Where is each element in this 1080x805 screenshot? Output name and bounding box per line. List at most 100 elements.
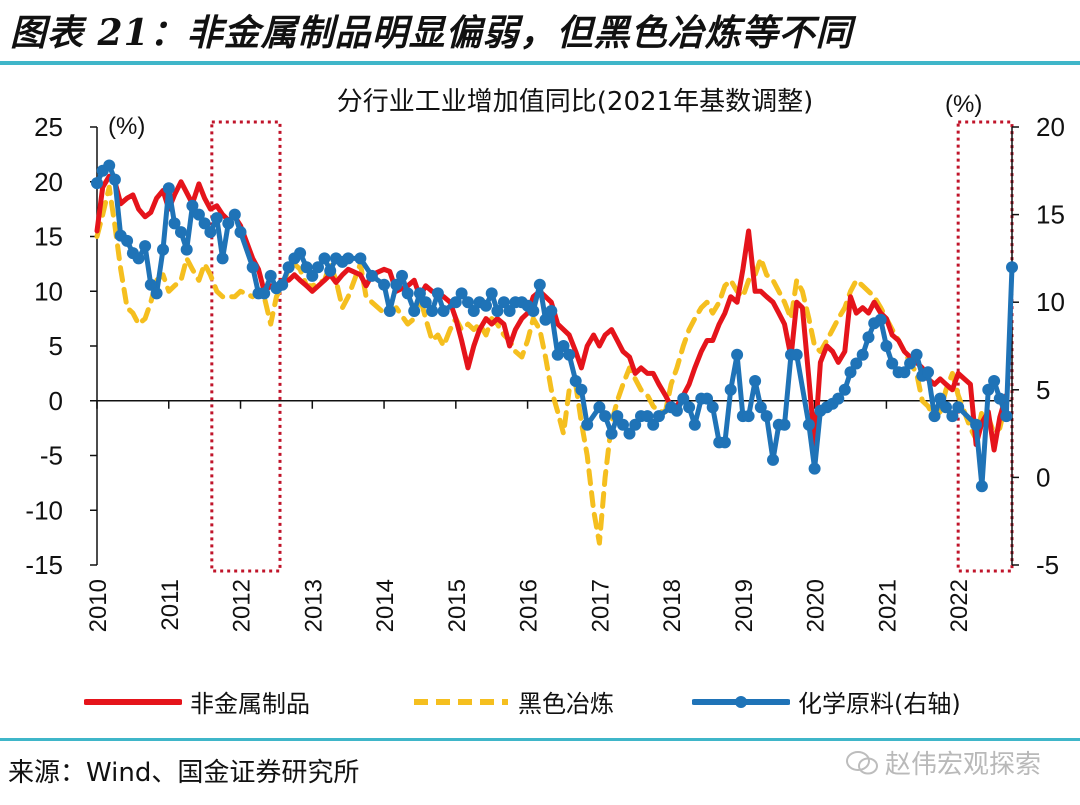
right-tick-label: 0 [1036, 462, 1050, 492]
watermark-text: 赵伟宏观探索 [885, 750, 1042, 780]
data-point [557, 340, 570, 352]
data-point [121, 234, 134, 247]
data-point [706, 401, 719, 414]
data-point [300, 261, 313, 274]
data-point [431, 287, 444, 300]
data-point [605, 427, 618, 440]
wechat-icon [846, 750, 878, 774]
data-point [623, 427, 636, 440]
data-point [742, 410, 755, 423]
data-point [312, 261, 324, 274]
data-point [462, 296, 474, 309]
data-point [491, 305, 504, 317]
x-tick-label: 2014 [372, 579, 399, 632]
data-point [222, 217, 235, 230]
data-point [767, 453, 779, 466]
right-tick-label: 20 [1036, 112, 1065, 142]
data-point [790, 348, 803, 361]
data-point [844, 366, 857, 379]
x-tick-label: 2013 [300, 579, 327, 632]
data-point [880, 340, 893, 352]
data-point [132, 252, 145, 265]
data-point [390, 278, 403, 291]
left-tick-label: -15 [25, 550, 63, 580]
series-chemical [91, 159, 1018, 493]
data-point [175, 226, 187, 239]
data-point [426, 305, 439, 317]
data-point [581, 418, 594, 431]
data-point [264, 269, 277, 282]
right-axis-unit: (%) [945, 91, 982, 118]
data-point [324, 264, 337, 277]
data-point [731, 348, 744, 361]
highlight-box [956, 120, 1014, 573]
left-tick-label: 10 [34, 276, 63, 306]
watermark: 赵伟宏观探索 [845, 744, 1041, 781]
data-point [186, 199, 199, 212]
data-point [480, 299, 492, 312]
x-tick-label: 2010 [85, 579, 112, 632]
data-point [928, 410, 941, 423]
data-point [533, 278, 546, 291]
data-point [575, 383, 588, 396]
data-point [485, 287, 498, 300]
data-point [1000, 410, 1013, 423]
data-point [778, 418, 791, 431]
axes: 25 20 15 10 5 0 -5 -10 -15 20 15 10 5 0 -5 [25, 112, 1065, 580]
data-point [838, 383, 851, 396]
data-point [342, 252, 355, 265]
right-tick-label: 15 [1036, 200, 1065, 230]
x-tick-label: 2016 [516, 579, 543, 632]
data-point [724, 383, 737, 396]
data-point [749, 375, 762, 387]
data-point [862, 331, 875, 344]
data-point [204, 226, 217, 239]
data-point [354, 252, 367, 265]
legend-swatch-solid-red [84, 698, 182, 705]
data-point [910, 348, 923, 361]
data-point [306, 269, 319, 282]
data-point [1006, 261, 1018, 274]
data-point [988, 375, 1001, 387]
left-tick-label: 0 [49, 386, 63, 416]
data-point [378, 278, 391, 291]
x-tick-label: 2019 [731, 579, 758, 632]
data-point [467, 305, 480, 317]
legend-label: 非金属制品 [190, 690, 310, 718]
highlight-box [210, 120, 282, 573]
data-point [276, 278, 289, 291]
left-tick-label: 5 [49, 331, 63, 361]
left-tick-label: 20 [34, 167, 63, 197]
left-tick-label: 25 [34, 112, 63, 142]
data-point [210, 212, 223, 225]
data-point [718, 436, 731, 449]
data-point [408, 305, 421, 317]
data-point [455, 287, 468, 300]
data-point [629, 418, 642, 431]
data-point [940, 401, 952, 414]
figure-title: 图表 21：非金属制品明显偏弱，但黑色冶炼等不同 [10, 12, 853, 54]
data-point [670, 404, 683, 417]
data-point [993, 392, 1006, 405]
data-point [641, 410, 654, 423]
data-point [396, 269, 408, 282]
data-point [437, 305, 450, 317]
data-point [593, 401, 606, 414]
data-point [569, 375, 582, 387]
data-point [856, 348, 869, 361]
data-point [539, 313, 552, 326]
data-point [832, 392, 845, 405]
data-point [563, 348, 576, 361]
legend-label: 化学原料(右轴) [798, 690, 961, 718]
data-point [527, 305, 540, 317]
right-tick-label: 5 [1036, 375, 1050, 405]
data-point [449, 296, 462, 309]
data-point [192, 208, 205, 221]
x-tick-label: 2020 [803, 579, 830, 632]
data-point [401, 287, 414, 300]
data-point [180, 243, 193, 256]
x-tick-label: 2021 [874, 579, 901, 632]
bottom-rule [0, 738, 1080, 741]
data-point [688, 418, 701, 431]
data-point [802, 418, 815, 431]
